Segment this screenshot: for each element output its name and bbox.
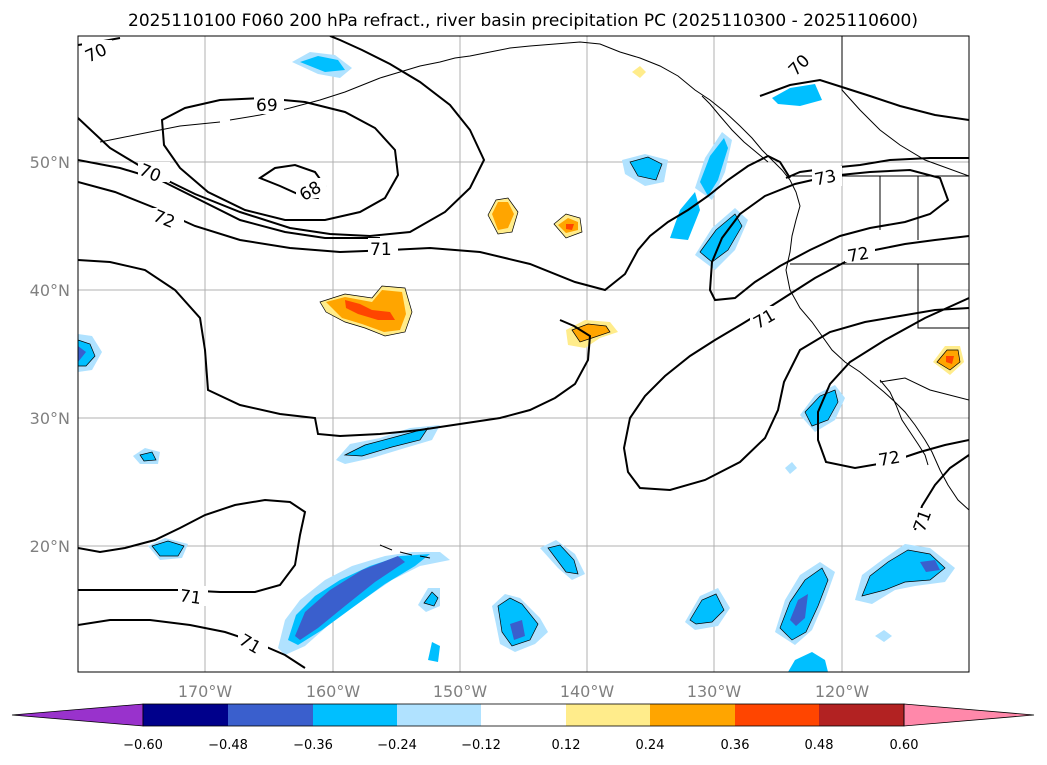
contour-label: 71: [370, 240, 392, 260]
contour-70-ne: [759, 78, 969, 121]
colorbar-swatch: [143, 704, 228, 726]
lon-tick-label: 120°W: [815, 682, 870, 701]
contour-label-group: 70 69 68 70 72 71 71 72 73 71 72 71 71: [82, 40, 936, 659]
lon-tick-label: 130°W: [687, 682, 742, 701]
border-alaska-canada: [841, 36, 969, 177]
colorbar-tick-label: −0.36: [293, 738, 333, 753]
contour-label: 71: [178, 586, 202, 609]
contour-label: 72: [846, 244, 871, 267]
colorbar-tick-label: 0.36: [721, 738, 750, 753]
colorbar-swatch: [735, 704, 819, 726]
lon-tick-label: 140°W: [560, 682, 615, 701]
lon-tick-label: 170°W: [178, 682, 233, 701]
fill-neg-ne-pacific: [772, 84, 822, 106]
colorbar-tick-label: 0.24: [636, 738, 665, 753]
fill-neg-small-4: [785, 462, 797, 474]
colorbar-swatch: [313, 704, 397, 726]
contour-72-east: [817, 297, 969, 470]
fill-neg-120w-south: [788, 652, 828, 672]
colorbar-tick-label: −0.48: [208, 738, 248, 753]
precip-fills: [78, 52, 964, 672]
map-title: 2025110100 F060 200 hPa refract., river …: [128, 11, 918, 31]
coast-baja: [879, 379, 929, 466]
colorbar: −0.60 −0.48 −0.36 −0.24 −0.12 0.12 0.24 …: [11, 703, 1035, 753]
contour-label: 72: [877, 448, 902, 471]
lat-tick-label: 40°N: [30, 281, 70, 300]
coast-alaska-pen: [229, 77, 381, 121]
refract-contours: [78, 36, 969, 669]
lat-tick-label: 50°N: [30, 153, 70, 172]
colorbar-swatch: [566, 704, 650, 726]
colorbar-extend-left: [11, 703, 144, 727]
contour-70-a: [78, 36, 486, 238]
colorbar-tick-label: 0.12: [552, 738, 581, 753]
colorbar-tick-label: −0.24: [377, 738, 417, 753]
lat-ticks: 50°N 40°N 30°N 20°N: [30, 153, 70, 556]
colorbar-frame: [142, 703, 905, 727]
border-states-1: [790, 176, 969, 329]
lon-ticks: 170°W 160°W 150°W 140°W 130°W 120°W: [178, 682, 870, 701]
map-background: [78, 36, 969, 672]
contour-label: 73: [813, 166, 838, 190]
colorbar-tick-label: 0.60: [890, 738, 919, 753]
border-us-mexico: [879, 377, 969, 401]
map-frame: [77, 35, 970, 673]
colorbar-swatch: [397, 704, 481, 726]
colorbar-tick-label: 0.48: [805, 738, 834, 753]
contour-72-west: [78, 154, 791, 292]
fill-neg-hawaii-small-2: [428, 642, 440, 662]
contour-71-center: [78, 259, 592, 438]
contour-73: [785, 157, 969, 179]
coastlines: [99, 36, 969, 559]
coast-bc-islands: [701, 95, 769, 163]
fill-pos-5: [632, 66, 646, 78]
colorbar-extend-right: [903, 703, 1035, 727]
contour-71-east: [622, 235, 969, 492]
map-content: 70 69 68 70 72 71 71 72 73 71 72 71 71: [78, 36, 969, 672]
fill-outlines: [78, 156, 961, 647]
colorbar-swatch: [819, 704, 904, 726]
contour-70-b: [78, 159, 380, 239]
lat-tick-label: 30°N: [30, 409, 70, 428]
lat-tick-label: 20°N: [30, 537, 70, 556]
colorbar-tick-label: −0.60: [123, 738, 163, 753]
hawaii-islands: [379, 544, 431, 559]
contour-71-south2: [78, 619, 306, 669]
contour-label: 69: [256, 96, 278, 116]
colorbar-swatch: [228, 704, 313, 726]
colorbar-tick-label: −0.12: [461, 738, 501, 753]
lon-tick-label: 150°W: [433, 682, 488, 701]
contour-72-north: [708, 168, 950, 302]
fill-neg-small-3: [875, 630, 892, 642]
colorbar-swatch: [650, 704, 735, 726]
aleutians: [99, 121, 221, 143]
fill-neg-band-2: [670, 192, 700, 240]
lon-tick-label: 160°W: [306, 682, 361, 701]
colorbar-swatch: [481, 704, 566, 726]
